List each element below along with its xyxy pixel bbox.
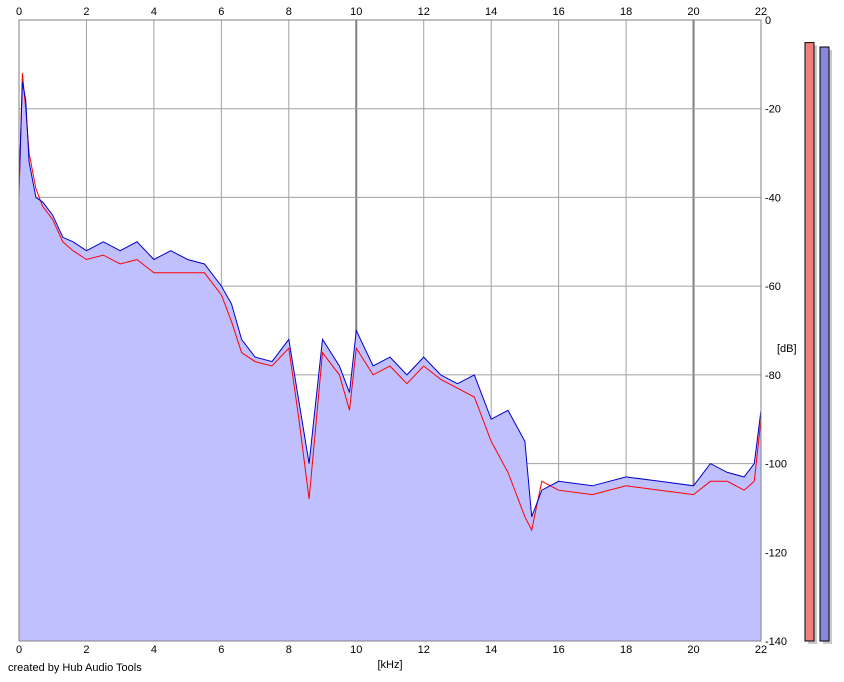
x-tick-label: 12: [418, 6, 430, 18]
x-tick-label: 10: [350, 6, 362, 18]
x-tick-label: 22: [755, 644, 767, 656]
x-tick-label: 16: [553, 644, 565, 656]
y-axis-label: [dB]: [777, 343, 797, 355]
x-tick-label: 2: [83, 6, 89, 18]
x-tick-label: 2: [83, 644, 89, 656]
x-tick-label: 14: [485, 644, 497, 656]
y-tick-label: -40: [765, 192, 781, 204]
x-tick-label: 18: [620, 644, 632, 656]
x-tick-label: 14: [485, 6, 497, 18]
x-axis-top: 0 2 4 6 8 10 12 14 16 18 20 22: [16, 6, 767, 18]
x-tick-label: 0: [16, 644, 22, 656]
x-tick-label: 10: [350, 644, 362, 656]
level-meters: [804, 42, 832, 645]
x-axis-bottom: 0 2 4 6 8 10 12 14 16 18 20 22: [16, 644, 767, 656]
x-tick-label: 6: [218, 644, 224, 656]
x-tick-label: 20: [687, 644, 699, 656]
x-tick-label: 4: [151, 644, 157, 656]
right-channel-line: [18, 82, 762, 517]
x-tick-label: 8: [286, 644, 292, 656]
x-tick-label: 16: [553, 6, 565, 18]
x-tick-label: 8: [286, 6, 292, 18]
level-meter-left: [804, 42, 815, 642]
y-tick-label: -100: [765, 459, 787, 471]
x-tick-label: 20: [687, 6, 699, 18]
y-tick-label: -80: [765, 370, 781, 382]
level-meter-right: [819, 46, 830, 642]
x-tick-label: 6: [218, 6, 224, 18]
x-tick-label: 18: [620, 6, 632, 18]
plot-frame: [18, 19, 762, 642]
y-tick-label: -140: [765, 636, 787, 648]
y-axis: 0 -20 -40 -60 -80 -100 -120 -140: [765, 15, 787, 648]
x-tick-label: 4: [151, 6, 157, 18]
spectrum-area: [19, 82, 761, 642]
x-tick-label: 0: [16, 6, 22, 18]
y-tick-label: -60: [765, 281, 781, 293]
y-tick-label: -120: [765, 547, 787, 559]
x-tick-label: 12: [418, 644, 430, 656]
y-tick-label: 0: [765, 15, 771, 27]
x-axis-label: [kHz]: [377, 659, 402, 671]
x-tick-label: 22: [755, 6, 767, 18]
credit-text: created by Hub Audio Tools: [8, 662, 142, 674]
y-tick-label: -20: [765, 104, 781, 116]
left-channel-line: [18, 73, 762, 532]
